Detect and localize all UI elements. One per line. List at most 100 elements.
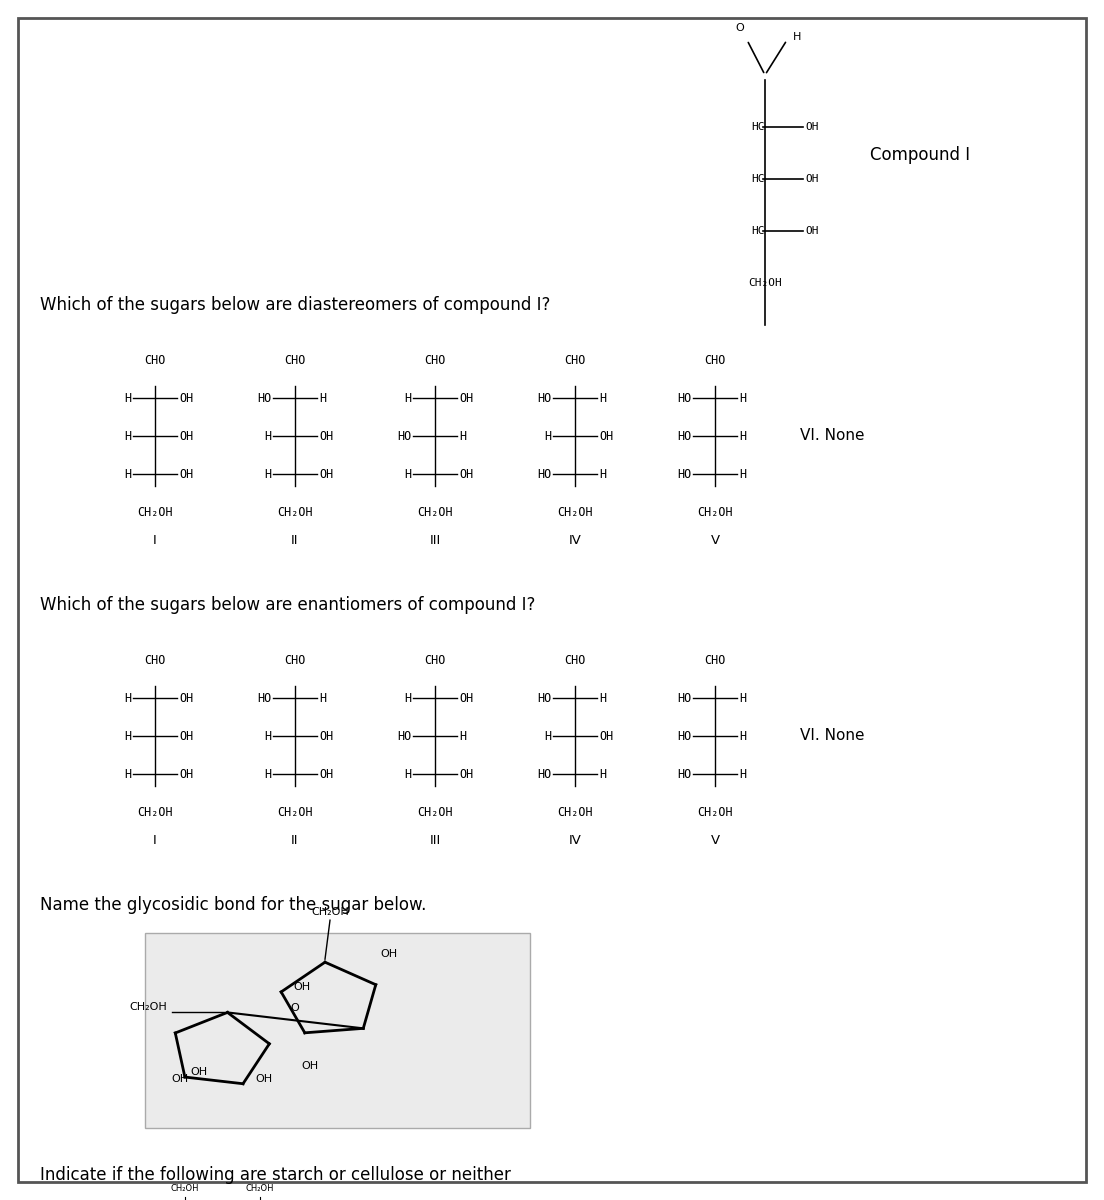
Text: CH₂OH: CH₂OH xyxy=(749,278,782,288)
Text: OH: OH xyxy=(179,468,193,480)
Text: CHO: CHO xyxy=(564,354,586,366)
Text: CH₂OH: CH₂OH xyxy=(130,1002,168,1013)
Text: H: H xyxy=(404,768,411,780)
Text: OH: OH xyxy=(256,1074,273,1084)
Text: H: H xyxy=(739,391,746,404)
Text: Compound I: Compound I xyxy=(870,146,970,164)
Text: H: H xyxy=(124,691,131,704)
Text: CHO: CHO xyxy=(285,654,306,666)
Text: H: H xyxy=(264,468,270,480)
Text: O: O xyxy=(735,23,744,32)
Text: Which of the sugars below are enantiomers of compound I?: Which of the sugars below are enantiomer… xyxy=(40,596,535,614)
Text: HO: HO xyxy=(677,768,691,780)
Text: H: H xyxy=(739,468,746,480)
Text: OH: OH xyxy=(179,691,193,704)
Text: OH: OH xyxy=(459,768,474,780)
Text: OH: OH xyxy=(805,174,818,184)
Text: H: H xyxy=(264,768,270,780)
Text: CH₂OH: CH₂OH xyxy=(417,805,453,818)
Text: V: V xyxy=(711,834,720,846)
Text: HO: HO xyxy=(677,391,691,404)
Text: V: V xyxy=(711,534,720,546)
Text: CH₂OH: CH₂OH xyxy=(698,505,733,518)
Text: VI. None: VI. None xyxy=(800,428,864,444)
Text: H: H xyxy=(124,730,131,743)
Text: OH: OH xyxy=(319,468,333,480)
Text: OH: OH xyxy=(171,1074,188,1084)
Text: H: H xyxy=(739,730,746,743)
Text: VI. None: VI. None xyxy=(800,728,864,744)
Text: OH: OH xyxy=(179,730,193,743)
Text: H: H xyxy=(544,430,551,443)
Text: HC: HC xyxy=(752,174,765,184)
Text: OH: OH xyxy=(319,730,333,743)
Text: CHO: CHO xyxy=(704,654,725,666)
Text: H: H xyxy=(739,768,746,780)
Text: Indicate if the following are starch or cellulose or neither: Indicate if the following are starch or … xyxy=(40,1166,511,1184)
Text: H: H xyxy=(319,691,326,704)
Text: HO: HO xyxy=(677,468,691,480)
Text: HC: HC xyxy=(752,226,765,236)
Text: CH₂OH: CH₂OH xyxy=(137,805,173,818)
Text: OH: OH xyxy=(179,430,193,443)
Text: H: H xyxy=(264,730,270,743)
Text: H: H xyxy=(739,430,746,443)
Text: H: H xyxy=(599,768,606,780)
Text: H: H xyxy=(599,391,606,404)
Text: II: II xyxy=(291,834,299,846)
Text: HO: HO xyxy=(537,468,551,480)
Text: III: III xyxy=(429,534,440,546)
Text: HO: HO xyxy=(396,430,411,443)
Text: HO: HO xyxy=(257,391,270,404)
Text: H: H xyxy=(404,391,411,404)
Text: HO: HO xyxy=(677,430,691,443)
Text: H: H xyxy=(404,691,411,704)
Text: H: H xyxy=(124,391,131,404)
Text: CH₂OH: CH₂OH xyxy=(277,505,312,518)
Text: HO: HO xyxy=(677,691,691,704)
Text: OH: OH xyxy=(459,691,474,704)
Text: H: H xyxy=(124,430,131,443)
Text: II: II xyxy=(291,534,299,546)
Text: CH₂OH: CH₂OH xyxy=(311,907,349,917)
Text: CHO: CHO xyxy=(145,654,166,666)
Text: I: I xyxy=(153,534,157,546)
Text: H: H xyxy=(599,468,606,480)
Text: IV: IV xyxy=(569,534,582,546)
Text: OH: OH xyxy=(805,226,818,236)
Text: OH: OH xyxy=(301,1061,318,1070)
Text: HO: HO xyxy=(537,691,551,704)
Text: CH₂OH: CH₂OH xyxy=(171,1184,199,1193)
Text: OH: OH xyxy=(319,768,333,780)
Text: CH₂OH: CH₂OH xyxy=(417,505,453,518)
Text: CHO: CHO xyxy=(424,654,446,666)
Text: OH: OH xyxy=(179,768,193,780)
Text: H: H xyxy=(459,430,466,443)
Text: CH₂OH: CH₂OH xyxy=(558,505,593,518)
Text: OH: OH xyxy=(294,982,310,992)
Text: H: H xyxy=(739,691,746,704)
Text: CHO: CHO xyxy=(424,354,446,366)
Text: Which of the sugars below are diastereomers of compound I?: Which of the sugars below are diastereom… xyxy=(40,296,551,314)
Text: OH: OH xyxy=(805,122,818,132)
Text: H: H xyxy=(264,430,270,443)
Text: HO: HO xyxy=(257,691,270,704)
Text: OH: OH xyxy=(190,1067,208,1078)
Text: OH: OH xyxy=(459,391,474,404)
Text: CHO: CHO xyxy=(145,354,166,366)
Text: CHO: CHO xyxy=(564,654,586,666)
Text: OH: OH xyxy=(459,468,474,480)
Text: OH: OH xyxy=(179,391,193,404)
Text: HO: HO xyxy=(396,730,411,743)
Text: H: H xyxy=(404,468,411,480)
Text: OH: OH xyxy=(380,949,397,959)
Text: HO: HO xyxy=(677,730,691,743)
Text: H: H xyxy=(124,468,131,480)
Text: CHO: CHO xyxy=(285,354,306,366)
Text: III: III xyxy=(429,834,440,846)
Text: H: H xyxy=(459,730,466,743)
Text: H: H xyxy=(124,768,131,780)
Text: OH: OH xyxy=(319,430,333,443)
Text: CH₂OH: CH₂OH xyxy=(137,505,173,518)
Text: HC: HC xyxy=(752,122,765,132)
